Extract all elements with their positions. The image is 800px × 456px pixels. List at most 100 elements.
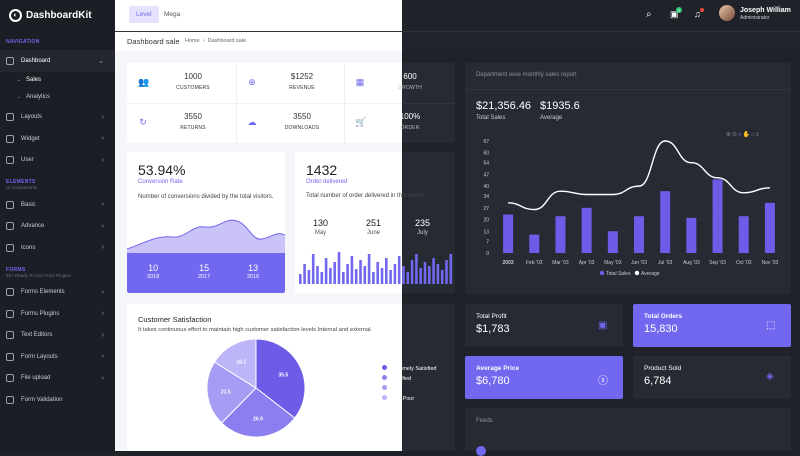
bell-icon[interactable]: ♫ [694, 9, 701, 19]
sparkline-bar [307, 270, 311, 284]
menu-icon[interactable]: ≡ [755, 132, 761, 138]
pie-slice-label: 21.5 [221, 390, 231, 396]
chevron-right-icon: › [101, 353, 104, 361]
sparkline-bar [449, 254, 453, 284]
chevron-right-icon: › [101, 156, 104, 164]
search-icon[interactable]: ⌕ [646, 9, 652, 20]
sparkline-bar [350, 256, 354, 284]
sidebar-item-basic[interactable]: Basic › [0, 194, 115, 216]
home-icon[interactable]: ⌂ [750, 132, 756, 138]
pie-legend-item[interactable]: Very Poor [382, 394, 436, 404]
x-tick-label: 2003 [503, 260, 514, 266]
bar-total-sales[interactable] [634, 216, 644, 253]
pie-slice-label: 35.5 [278, 373, 288, 379]
y-tick-label: 27 [483, 206, 489, 212]
pie-legend-item[interactable]: Satisfied [382, 374, 436, 384]
sparkline-bar [380, 268, 384, 284]
pie-slice[interactable] [213, 338, 257, 389]
tab-level[interactable]: Level [129, 6, 159, 23]
bar-total-sales[interactable] [529, 234, 540, 253]
sidebar-item-file-upload[interactable]: File upload › [0, 368, 115, 390]
pie-legend-item[interactable]: Poor [382, 384, 436, 394]
bar-total-sales[interactable] [738, 216, 749, 253]
bar-total-sales[interactable] [764, 202, 775, 253]
x-tick-label: Oct '03 [736, 260, 752, 266]
chevron-down-icon: ⌄ [98, 57, 104, 65]
bar-total-sales[interactable] [555, 216, 566, 253]
x-tick-label: Aug '03 [683, 260, 700, 266]
feeds-card: Feeds [465, 408, 791, 456]
pie-slice[interactable] [255, 338, 306, 419]
chevron-right-icon: › [101, 113, 104, 121]
sparkline-bar [346, 264, 349, 284]
legend-label: Very Poor [390, 396, 415, 402]
y-tick-label: 7 [486, 239, 489, 245]
page-title: Dashboard sale [127, 37, 180, 46]
pie-legend-item[interactable]: extremely Satisfied [382, 364, 436, 374]
sidebar-item-text-editors[interactable]: Text Editors › [0, 325, 115, 347]
orders-desc: Total number of order delivered in this … [306, 193, 427, 199]
sidebar-item-widget[interactable]: Widget › [0, 128, 115, 150]
kpi-average-price: Average Price $6,780 ⓢ [465, 356, 623, 399]
mail-icon[interactable]: ▣ [670, 9, 679, 19]
bar-total-sales[interactable] [660, 191, 671, 253]
pan-icon[interactable]: ✋ [742, 132, 751, 138]
total-sales-value: $21,356.46 [476, 100, 532, 112]
satisfaction-pie-chart: 35.5 26.9 21.5 16.1 [206, 338, 306, 438]
sidebar-item-form-layouts[interactable]: Form Layouts › [0, 346, 115, 368]
zoom-in-icon[interactable]: ⊕ [726, 132, 733, 138]
legend-label: Satisfied [390, 376, 412, 382]
sidebar-item-forms-elements[interactable]: Forms Elements › [0, 282, 115, 304]
sidebar-subitem-sales[interactable]: Sales [0, 72, 115, 89]
y-tick-label: 13 [483, 229, 489, 235]
bar-total-sales[interactable] [581, 207, 592, 253]
average-value: $1935.6 [540, 100, 580, 112]
stat-growth: ▦ 600 GROWTH [355, 72, 422, 91]
layout-icon [6, 352, 14, 361]
chart-toolbar[interactable]: ⊕⊖⌕✋⌂≡ [726, 131, 760, 139]
sidebar-subitem-analytics[interactable]: Analytics [0, 89, 115, 106]
sidebar-item-user[interactable]: User › [0, 150, 115, 172]
brand-logo[interactable]: ◐ DashboardKit [0, 0, 115, 31]
sparkline-bar [393, 264, 397, 284]
zoom-out-icon[interactable]: ⊖ [732, 132, 739, 138]
orders-value: 1432 [306, 162, 338, 178]
pie-slice[interactable] [206, 361, 257, 424]
total-sales-label: Total Sales [476, 115, 506, 121]
user-name[interactable]: Joseph William [740, 7, 791, 14]
sidebar-item-dashboard[interactable]: Dashboard ⌄ [0, 50, 115, 72]
user-role: Administrator [740, 15, 770, 21]
sparkline-bar [389, 270, 392, 284]
sidebar-item-layouts[interactable]: Layouts › [0, 107, 115, 129]
search-icon[interactable]: ⌕ [738, 132, 743, 138]
stat-order: 🛒 100% ORDER [355, 112, 421, 131]
sparkline-bar [363, 266, 367, 284]
sparkline-bar [415, 254, 418, 284]
monthly-sales-card: Department wise monthly sales report $21… [465, 63, 791, 294]
sparkline-bar [432, 258, 435, 284]
sidebar-item-forms-plugins[interactable]: Forms Plugins › [0, 303, 115, 325]
tab-mega[interactable]: Mega [164, 11, 181, 18]
x-tick-label: Mar '03 [552, 260, 569, 266]
plugin-icon [6, 309, 14, 318]
avatar[interactable] [719, 5, 735, 21]
bar-total-sales[interactable] [607, 231, 618, 253]
sparkline-bar [410, 260, 414, 284]
home-icon [6, 56, 14, 65]
chevron-right-icon: › [101, 288, 104, 296]
sidebar-item-advance[interactable]: Advance › [0, 216, 115, 238]
sidebar: ◐DashboardKit NAVIGATION Dashboard⌄ Sale… [0, 0, 115, 451]
x-tick-label: Nov '03 [762, 260, 779, 266]
pie-slice[interactable] [220, 387, 296, 438]
sparkline-bar [440, 270, 444, 284]
forms-section-title: FORMS 40+ Ready To Use From Plugins [6, 266, 71, 278]
sidebar-item-icons[interactable]: Icons › [0, 237, 115, 259]
bar-total-sales[interactable] [686, 217, 697, 253]
upload-icon [6, 374, 14, 383]
breadcrumb-home[interactable]: Home [185, 38, 200, 44]
sidebar-item-form-validation[interactable]: Form Validation [0, 389, 115, 411]
chart-legend: Total Sales Average [599, 270, 660, 277]
y-tick-label: 40 [483, 184, 489, 190]
bar-total-sales[interactable] [712, 179, 723, 253]
bar-total-sales[interactable] [503, 214, 514, 253]
